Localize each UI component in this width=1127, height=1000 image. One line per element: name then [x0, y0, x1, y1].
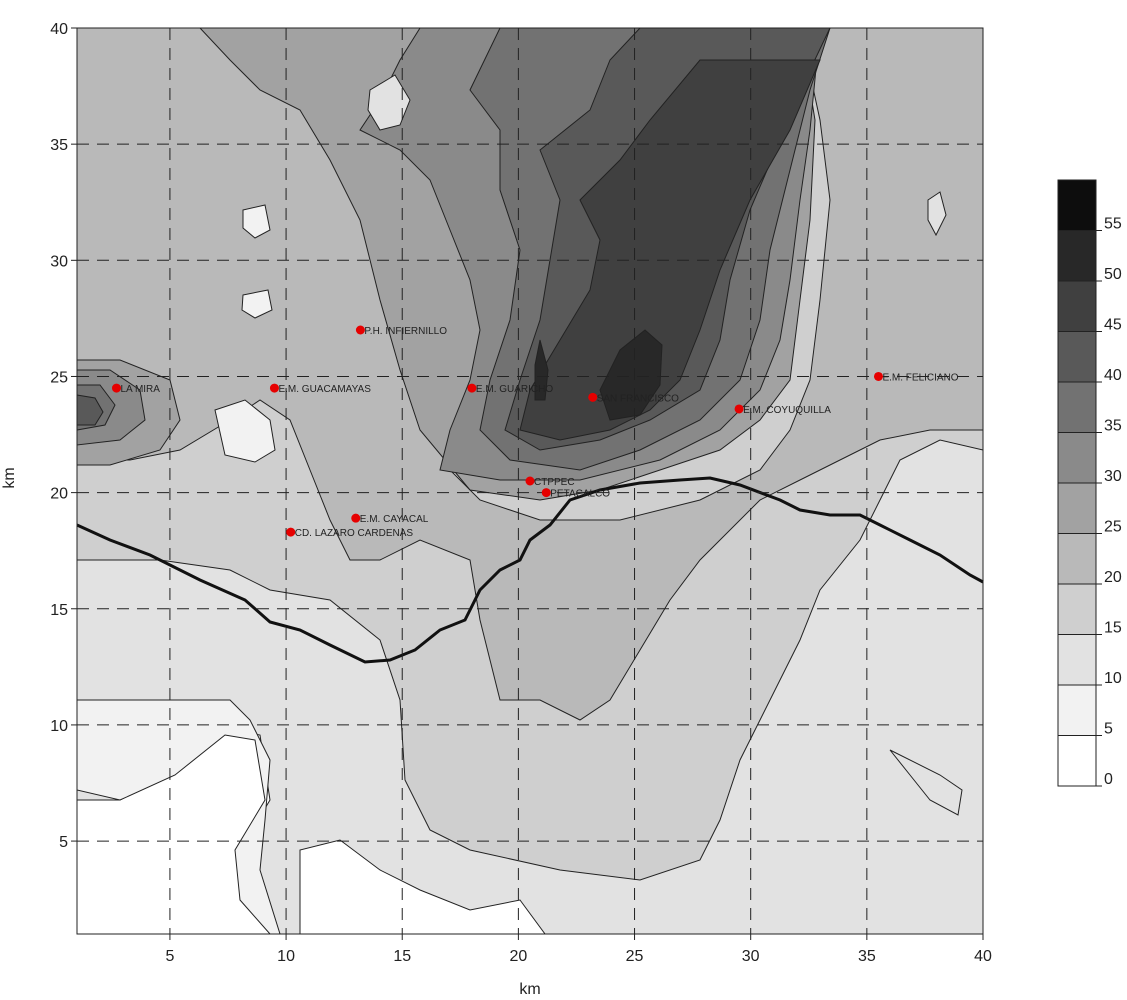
station-label: SAN FRANCISCO [597, 393, 679, 404]
legend-label: 55 [1104, 216, 1122, 233]
legend-swatch [1057, 533, 1097, 585]
legend-label: 35 [1104, 418, 1122, 435]
legend-label: 45 [1104, 317, 1122, 334]
y-tick-label: 15 [50, 602, 68, 619]
station-label: E.M. GUARICHO [476, 384, 553, 395]
legend-label: 20 [1104, 569, 1122, 586]
legend-swatch [1057, 735, 1097, 787]
station-marker [541, 488, 551, 498]
legend-swatch [1057, 280, 1097, 332]
contour-band-50-55 [534, 339, 549, 401]
x-tick-label: 10 [277, 948, 295, 965]
station-label: LA MIRA [120, 384, 160, 395]
station-marker [467, 383, 477, 393]
y-tick-label: 25 [50, 369, 68, 386]
contour-band-0-5 [299, 839, 546, 935]
contour-band-45-50 [519, 59, 821, 441]
station-marker [588, 392, 598, 402]
station-marker [286, 527, 296, 537]
axis-ticks: 5 10 15 20 25 30 35 40 5 10 15 20 25 30 35 40 [50, 21, 992, 965]
station-marker [111, 383, 121, 393]
contour-band-50-55 [599, 329, 663, 421]
y-tick-label: 10 [50, 718, 68, 735]
y-tick-label: 5 [59, 834, 68, 851]
legend-label: 40 [1104, 367, 1122, 384]
contour-island [889, 749, 963, 816]
contour-island [241, 289, 273, 319]
x-tick-label: 35 [858, 948, 876, 965]
coastline [76, 476, 984, 664]
legend-label: 10 [1104, 670, 1122, 687]
station-marker [269, 383, 279, 393]
station-marker [355, 325, 365, 335]
contour-island [367, 74, 411, 131]
x-axis-title: km [519, 981, 540, 998]
station-label: CD. LAZARO CARDENAS [295, 528, 414, 539]
station-label: E.M. COYUQUILLA [743, 405, 831, 416]
station-label: E.M. FELICIANO [882, 372, 958, 383]
y-tick-label: 20 [50, 486, 68, 503]
legend-swatch [1057, 432, 1097, 484]
x-tick-label: 15 [393, 948, 411, 965]
y-axis-title: km [1, 467, 18, 488]
legend-swatch [1057, 583, 1097, 635]
station-label: CTPPEC [534, 477, 575, 488]
legend-label: 0 [1104, 771, 1113, 788]
station-label: E.M. CAYACAL [360, 514, 429, 525]
legend-label: 5 [1104, 721, 1113, 738]
y-tick-label: 35 [50, 137, 68, 154]
station-marker [525, 476, 535, 486]
x-tick-label: 30 [742, 948, 760, 965]
legend-swatch [1057, 381, 1097, 433]
contour-island [927, 191, 947, 237]
x-tick-label: 40 [974, 948, 992, 965]
station-label: P.H. INFIERNILLO [364, 326, 447, 337]
legend-swatch [1057, 331, 1097, 383]
station-markers: LA MIRA E.M. GUACAMAYAS P.H. INFIERNILLO E.… [111, 325, 959, 539]
grid-lines [77, 28, 983, 934]
legend-swatch [1057, 634, 1097, 686]
plot-frame [76, 27, 984, 935]
x-tick-label: 5 [165, 948, 174, 965]
y-tick-label: 40 [50, 21, 68, 38]
legend-swatch [1057, 230, 1097, 282]
legend-label: 25 [1104, 519, 1122, 536]
legend-swatch [1057, 179, 1097, 231]
station-label: E.M. GUACAMAYAS [278, 384, 371, 395]
legend-label: 30 [1104, 468, 1122, 485]
legend-swatch [1057, 482, 1097, 534]
x-tick-label: 20 [509, 948, 527, 965]
legend-swatch [1057, 684, 1097, 736]
station-marker [734, 404, 744, 414]
station-marker [351, 513, 361, 523]
legend-label: 15 [1104, 620, 1122, 637]
station-marker [873, 371, 883, 381]
y-tick-label: 30 [50, 253, 68, 270]
contour-island [242, 204, 271, 239]
contour-plot-area [76, 27, 984, 935]
station-label: PETACALCO [550, 489, 610, 500]
x-tick-label: 25 [626, 948, 644, 965]
legend-label: 50 [1104, 266, 1122, 283]
contour-island [214, 399, 276, 463]
